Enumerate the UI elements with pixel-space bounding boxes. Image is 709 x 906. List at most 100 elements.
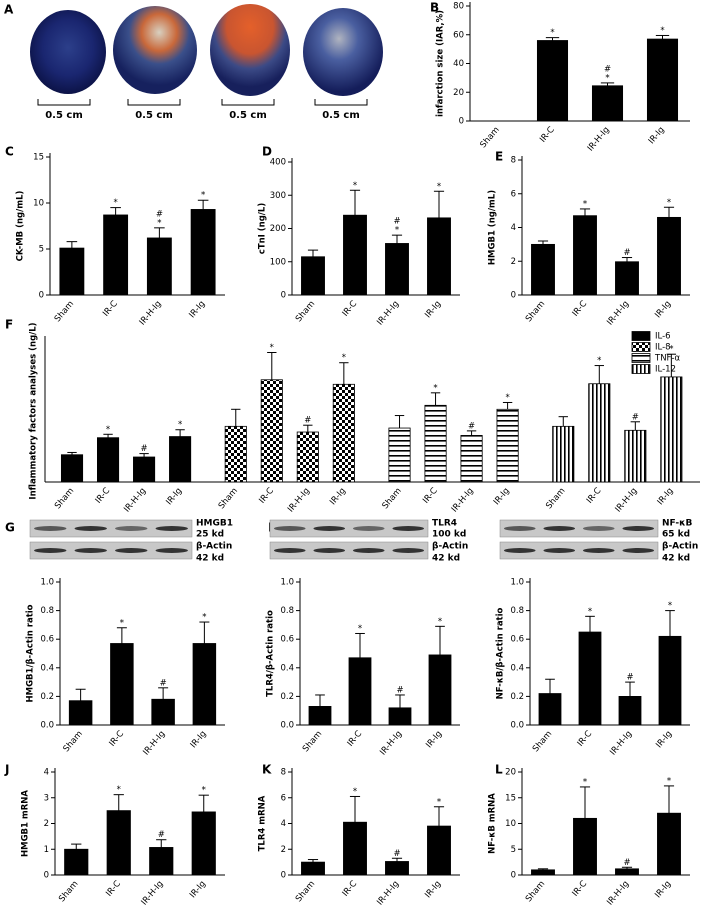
- y-tick-label: 0.2: [280, 692, 294, 702]
- significance-marker: #: [623, 248, 630, 258]
- x-tick-label: IR-C: [101, 299, 120, 319]
- y-tick-label: 0: [44, 871, 49, 881]
- y-tick-label: 2: [44, 819, 49, 829]
- blot-label: β-Actin: [196, 542, 232, 552]
- bar: [301, 256, 325, 296]
- bar: [97, 437, 120, 483]
- y-axis-label: TLR4 mRNA: [258, 795, 268, 851]
- y-tick-label: 0.2: [40, 692, 54, 702]
- x-tick-label: Sham: [217, 486, 240, 511]
- bar: [296, 431, 319, 483]
- panel-letter: B: [430, 1, 439, 15]
- y-tick-label: 100: [270, 257, 286, 267]
- panel-letter: C: [5, 145, 14, 159]
- y-tick-label: 0.2: [510, 692, 524, 702]
- bar: [190, 209, 216, 296]
- blot-label: NF-κB: [662, 519, 693, 529]
- bar: [192, 643, 217, 726]
- bar: [552, 425, 575, 483]
- significance-marker: *: [202, 786, 206, 796]
- y-tick-label: 6: [511, 189, 516, 199]
- legend-swatch: [631, 331, 651, 341]
- y-axis-label: NF-κB/β-Actin ratio: [496, 607, 506, 699]
- heart-image: [303, 8, 383, 96]
- significance-marker: *: [106, 425, 110, 435]
- blot-band: [34, 548, 67, 553]
- y-tick-label: 8: [281, 768, 286, 778]
- significance-marker: *: [342, 353, 346, 363]
- bar: [496, 408, 519, 483]
- significance-marker: *: [157, 218, 161, 228]
- bar: [385, 861, 409, 876]
- y-tick-label: 0: [39, 291, 44, 301]
- x-tick-label: Sham: [478, 125, 501, 150]
- bar: [388, 707, 412, 726]
- blot-strip: [269, 541, 429, 560]
- bar: [68, 700, 93, 726]
- x-tick-label: IR-C: [104, 879, 123, 899]
- y-tick-label: 0.0: [40, 721, 54, 731]
- x-tick-label: IR-H-Ig: [138, 299, 164, 327]
- bar: [151, 698, 175, 726]
- bar: [388, 427, 411, 483]
- x-tick-label: IR-H-Ig: [614, 486, 640, 514]
- bar: [332, 383, 355, 483]
- blot-band: [622, 548, 655, 553]
- blot-band: [34, 526, 67, 531]
- blot-label: β-Actin: [432, 542, 468, 552]
- x-tick-label: IR-Ig: [189, 729, 209, 750]
- bar: [428, 654, 452, 726]
- y-tick-label: 0.8: [40, 606, 54, 616]
- bar: [657, 216, 681, 296]
- significance-marker: *: [667, 198, 671, 208]
- y-tick-label: 80: [453, 2, 464, 12]
- significance-marker: #: [160, 678, 167, 688]
- x-tick-label: IR-Ig: [423, 879, 443, 900]
- y-tick-label: 0.6: [510, 635, 524, 645]
- x-tick-label: Sham: [294, 299, 317, 324]
- y-tick-label: 0.4: [510, 663, 524, 673]
- panel-letter: G: [5, 521, 15, 535]
- scale-bar: [127, 99, 181, 106]
- x-tick-label: IR-C: [107, 729, 126, 749]
- bar: [427, 825, 451, 876]
- x-tick-label: Sham: [544, 486, 567, 511]
- blot-strip: [269, 519, 429, 538]
- blot-band: [392, 526, 425, 531]
- blot-band: [543, 548, 576, 553]
- y-tick-label: 0.8: [510, 606, 524, 616]
- bar: [133, 456, 156, 483]
- x-tick-label: IR-C: [571, 879, 590, 899]
- y-tick-label: 10: [33, 199, 44, 209]
- blot-band: [115, 526, 148, 531]
- y-tick-label: 20: [505, 768, 516, 778]
- x-tick-label: IR-H-Ig: [605, 879, 631, 906]
- scale-label: 0.5 cm: [229, 110, 267, 121]
- x-tick-label: Sham: [531, 729, 554, 754]
- bar: [591, 85, 624, 122]
- bar: [385, 243, 409, 296]
- x-tick-label: Sham: [53, 486, 76, 511]
- bar: [146, 237, 172, 296]
- y-tick-label: 20: [453, 88, 464, 98]
- blot-label: 42 kd: [662, 554, 690, 564]
- x-tick-label: Sham: [62, 729, 85, 754]
- scale-label: 0.5 cm: [45, 110, 83, 121]
- y-axis-label: HMGB1 (ng/mL): [488, 190, 498, 265]
- y-axis-label: infarction size (IAR,%): [436, 10, 446, 117]
- bar: [301, 861, 325, 876]
- heart-image: [30, 10, 106, 94]
- legend-swatch: [631, 342, 651, 352]
- bar: [103, 214, 129, 296]
- y-tick-label: 1.0: [510, 578, 524, 588]
- significance-marker: *: [437, 182, 441, 192]
- blot-band: [155, 526, 188, 531]
- y-tick-label: 60: [453, 30, 464, 40]
- bar: [573, 215, 597, 296]
- bar: [573, 817, 597, 876]
- significance-marker: #: [632, 412, 639, 422]
- x-tick-label: IR-C: [341, 879, 360, 899]
- bar: [169, 436, 192, 483]
- blot-strip: [29, 541, 193, 560]
